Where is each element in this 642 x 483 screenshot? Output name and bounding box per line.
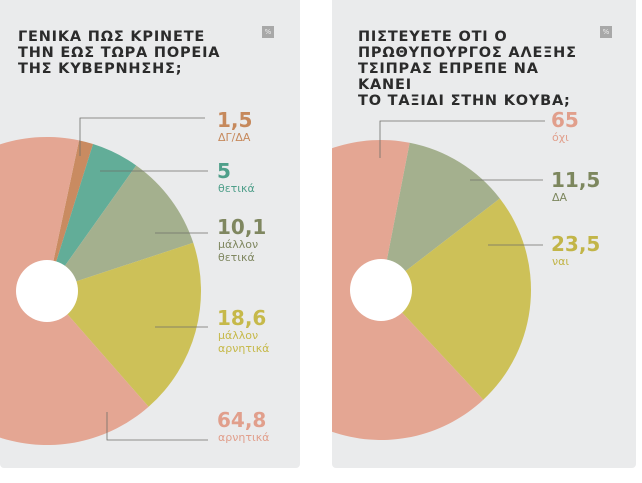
percent-badge-icon: % xyxy=(600,26,612,38)
percent-badge-icon: % xyxy=(262,26,274,38)
title-line: ΤΟ ΤΑΞΙΔΙ ΣΤΗΝ ΚΟΥΒΑ; xyxy=(358,93,571,109)
data-label-value: 1,5 xyxy=(217,108,253,132)
title-line: ΤΗΣ ΚΥΒΕΡΝΗΣΗΣ; xyxy=(18,61,183,77)
data-label-category: θετικά xyxy=(218,251,255,264)
title-line: ΓΕΝΙΚΑ ΠΩΣ ΚΡΙΝΕΤΕ xyxy=(18,29,206,45)
data-label-value: 64,8 xyxy=(217,408,267,432)
data-label-category: ΔΑ xyxy=(552,191,568,204)
data-label-value: 65 xyxy=(551,108,579,132)
data-label-category: αρνητικά xyxy=(218,342,270,355)
data-label-value: 5 xyxy=(217,159,231,183)
pie-chart xyxy=(0,117,208,445)
pie-center-hole xyxy=(16,260,78,322)
pie-slice xyxy=(47,140,94,291)
chart-title: ΓΕΝΙΚΑ ΠΩΣ ΚΡΙΝΕΤΕ ΤΗΝ ΕΩΣ ΤΩΡΑ ΠΟΡΕΙΑ Τ… xyxy=(18,29,258,77)
pie-slice xyxy=(332,140,484,440)
title-line: ΤΗΝ ΕΩΣ ΤΩΡΑ ΠΟΡΕΙΑ xyxy=(18,45,221,61)
title-line: ΤΣΙΠΡΑΣ ΕΠΡΕΠΕ ΝΑ ΚΑΝΕΙ xyxy=(358,61,539,93)
chart-title: ΠΙΣΤΕΥΕΤΕ ΟΤΙ Ο ΠΡΩΘΥΠΟΥΡΓΟΣ ΑΛΕΞΗΣ ΤΣΙΠ… xyxy=(358,29,598,109)
data-label-category: αρνητικά xyxy=(218,431,270,444)
pie-slice xyxy=(0,137,149,445)
data-label-category: ΔΓ/ΔΑ xyxy=(218,131,251,144)
data-label-value: 10,1 xyxy=(217,215,267,239)
data-label-category: μάλλον xyxy=(218,329,259,342)
leader-line xyxy=(379,120,545,158)
leader-line xyxy=(79,117,205,156)
data-label-value: 18,6 xyxy=(217,306,267,330)
data-label-category: θετικά xyxy=(218,182,255,195)
title-line: ΠΡΩΘΥΠΟΥΡΓΟΣ ΑΛΕΞΗΣ xyxy=(358,45,577,61)
data-label-category: ναι xyxy=(552,255,570,268)
pie-slice xyxy=(47,144,137,291)
leader-line xyxy=(106,412,208,441)
chart-panel-cuba-trip: ΠΙΣΤΕΥΕΤΕ ΟΤΙ Ο ΠΡΩΘΥΠΟΥΡΓΟΣ ΑΛΕΞΗΣ ΤΣΙΠ… xyxy=(332,0,636,468)
data-label-value: 11,5 xyxy=(551,168,601,192)
chart-panel-government-rating: ΓΕΝΙΚΑ ΠΩΣ ΚΡΙΝΕΤΕ ΤΗΝ ΕΩΣ ΤΩΡΑ ΠΟΡΕΙΑ Τ… xyxy=(0,0,300,468)
data-label-category: όχι xyxy=(552,131,569,144)
pie-slice xyxy=(381,142,500,290)
pie-chart xyxy=(332,120,545,440)
pie-slice xyxy=(47,165,194,291)
title-line: ΠΙΣΤΕΥΕΤΕ ΟΤΙ Ο xyxy=(358,29,508,45)
data-label-category: μάλλον xyxy=(218,238,259,251)
pie-slice xyxy=(47,242,202,407)
data-label-value: 23,5 xyxy=(551,232,601,256)
pie-slice xyxy=(381,198,531,400)
pie-center-hole xyxy=(350,259,412,321)
